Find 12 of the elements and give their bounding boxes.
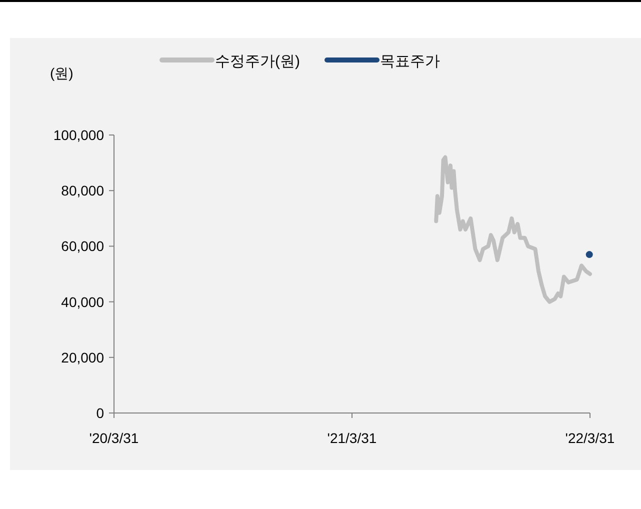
x-tick-label: '22/3/31 xyxy=(565,430,615,446)
y-axis-title: (원) xyxy=(50,65,74,81)
y-tick-label: 100,000 xyxy=(53,127,104,143)
legend-label: 목표주가 xyxy=(380,53,440,70)
legend-label: 수정주가(원) xyxy=(215,53,300,70)
y-tick-label: 0 xyxy=(96,405,104,421)
y-tick-label: 20,000 xyxy=(61,349,104,366)
x-tick-label: '20/3/31 xyxy=(89,430,139,446)
y-tick-label: 40,000 xyxy=(61,294,104,310)
y-tick-label: 60,000 xyxy=(61,238,104,254)
x-tick-label: '21/3/31 xyxy=(327,430,377,446)
y-tick-label: 80,000 xyxy=(61,182,104,199)
